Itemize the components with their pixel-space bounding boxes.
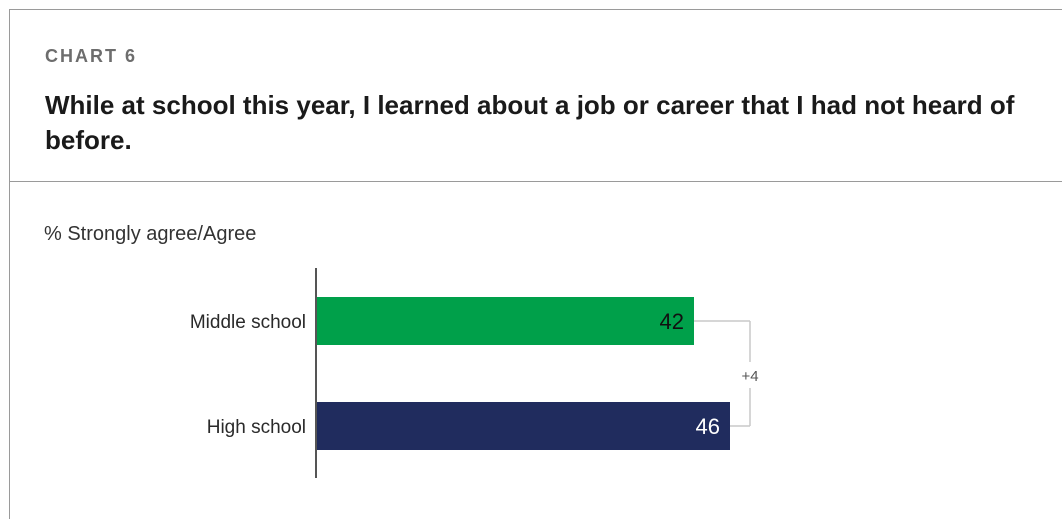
bars-layer: Middle school 42 High school 46 [190,297,730,450]
category-label: Middle school [190,312,306,333]
value-label: 42 [660,309,684,334]
category-label: High school [207,417,306,438]
value-label: 46 [696,414,720,439]
chart-title: While at school this year, I learned abo… [45,90,1015,155]
chart-kicker: CHART 6 [45,46,138,66]
chart-subtitle: % Strongly agree/Agree [44,223,257,245]
difference-label: +4 [741,368,758,385]
difference-bracket: +4 [694,320,759,427]
bar-middle-school [316,297,694,345]
header-divider [9,181,1062,182]
chart-frame [9,9,1062,519]
bar-high-school [316,402,730,450]
